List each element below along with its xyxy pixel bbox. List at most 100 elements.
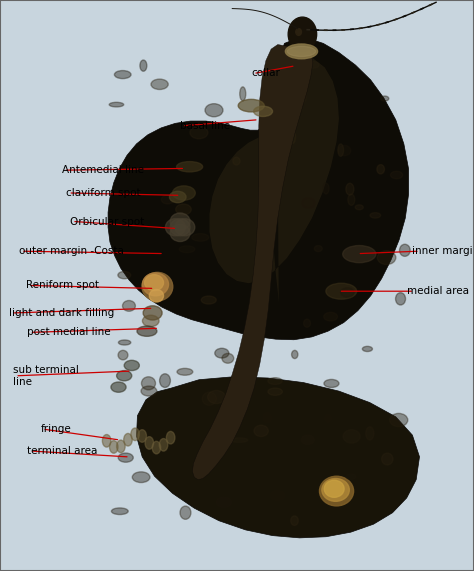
Ellipse shape <box>160 374 171 388</box>
Ellipse shape <box>204 447 210 459</box>
Ellipse shape <box>111 508 128 514</box>
Text: outer margin -Costa: outer margin -Costa <box>19 246 124 256</box>
Ellipse shape <box>170 219 190 236</box>
Ellipse shape <box>400 244 410 256</box>
Ellipse shape <box>338 144 344 156</box>
Ellipse shape <box>175 219 195 236</box>
Ellipse shape <box>132 472 150 482</box>
Ellipse shape <box>255 455 269 461</box>
Ellipse shape <box>114 71 131 79</box>
Ellipse shape <box>216 497 231 508</box>
Ellipse shape <box>254 106 273 116</box>
Ellipse shape <box>142 273 169 296</box>
Ellipse shape <box>390 413 408 427</box>
Polygon shape <box>137 377 419 538</box>
Polygon shape <box>108 39 409 340</box>
Ellipse shape <box>341 288 354 297</box>
Ellipse shape <box>322 478 349 501</box>
Ellipse shape <box>324 312 337 321</box>
Text: Antemedial line: Antemedial line <box>62 165 144 175</box>
Ellipse shape <box>208 391 225 404</box>
Ellipse shape <box>302 198 315 208</box>
Ellipse shape <box>102 435 111 447</box>
Ellipse shape <box>118 340 131 345</box>
Ellipse shape <box>381 96 389 101</box>
Ellipse shape <box>143 306 162 320</box>
Ellipse shape <box>124 433 132 446</box>
Text: sub terminal
line: sub terminal line <box>13 365 79 387</box>
Ellipse shape <box>140 60 147 71</box>
Ellipse shape <box>137 326 157 336</box>
Ellipse shape <box>170 213 190 230</box>
Ellipse shape <box>109 441 118 453</box>
Ellipse shape <box>145 275 164 291</box>
Ellipse shape <box>362 347 373 352</box>
Ellipse shape <box>303 319 310 327</box>
Ellipse shape <box>254 275 262 283</box>
Ellipse shape <box>299 90 306 103</box>
Ellipse shape <box>149 289 164 302</box>
Ellipse shape <box>118 351 128 360</box>
Ellipse shape <box>370 212 381 218</box>
Text: Orbicular spot: Orbicular spot <box>70 216 145 227</box>
Ellipse shape <box>122 300 136 311</box>
Ellipse shape <box>152 441 161 454</box>
Ellipse shape <box>391 171 403 179</box>
Ellipse shape <box>319 476 354 506</box>
Ellipse shape <box>201 296 216 304</box>
Ellipse shape <box>346 474 356 480</box>
Ellipse shape <box>173 186 195 200</box>
Ellipse shape <box>343 246 376 263</box>
Ellipse shape <box>117 440 125 453</box>
Ellipse shape <box>253 299 264 304</box>
Ellipse shape <box>117 371 132 381</box>
Ellipse shape <box>151 79 168 90</box>
Circle shape <box>296 29 301 35</box>
Text: post medial line: post medial line <box>27 327 111 337</box>
Text: light and dark filling: light and dark filling <box>9 308 115 318</box>
Ellipse shape <box>131 428 139 441</box>
Ellipse shape <box>285 44 318 59</box>
Ellipse shape <box>396 293 406 305</box>
Ellipse shape <box>118 453 133 463</box>
Ellipse shape <box>205 104 223 117</box>
Ellipse shape <box>292 351 298 359</box>
Ellipse shape <box>343 430 360 443</box>
Ellipse shape <box>170 191 186 203</box>
Text: terminal area: terminal area <box>27 446 98 456</box>
Ellipse shape <box>323 183 329 194</box>
Ellipse shape <box>263 412 272 423</box>
Ellipse shape <box>176 204 191 215</box>
Ellipse shape <box>192 234 209 241</box>
Ellipse shape <box>346 183 354 195</box>
Ellipse shape <box>326 283 356 299</box>
Ellipse shape <box>324 379 339 388</box>
Ellipse shape <box>166 432 175 444</box>
Ellipse shape <box>289 130 296 144</box>
Ellipse shape <box>141 386 157 396</box>
Ellipse shape <box>170 224 190 242</box>
Ellipse shape <box>124 360 139 371</box>
Ellipse shape <box>233 157 240 165</box>
Polygon shape <box>210 53 339 303</box>
Ellipse shape <box>307 62 319 69</box>
Ellipse shape <box>366 427 374 440</box>
Ellipse shape <box>165 219 185 236</box>
Polygon shape <box>192 43 313 480</box>
Ellipse shape <box>159 439 168 451</box>
Ellipse shape <box>348 194 355 206</box>
Ellipse shape <box>138 430 146 443</box>
Ellipse shape <box>109 102 124 107</box>
Text: basal line: basal line <box>180 120 230 131</box>
Ellipse shape <box>240 87 246 101</box>
Text: Reniform spot: Reniform spot <box>26 280 99 291</box>
Ellipse shape <box>141 377 155 390</box>
Ellipse shape <box>291 516 298 525</box>
Ellipse shape <box>216 409 221 415</box>
Text: collar: collar <box>251 68 280 78</box>
Circle shape <box>288 17 317 51</box>
Ellipse shape <box>180 506 191 519</box>
Ellipse shape <box>219 504 236 510</box>
Ellipse shape <box>377 164 384 174</box>
Ellipse shape <box>161 195 174 204</box>
